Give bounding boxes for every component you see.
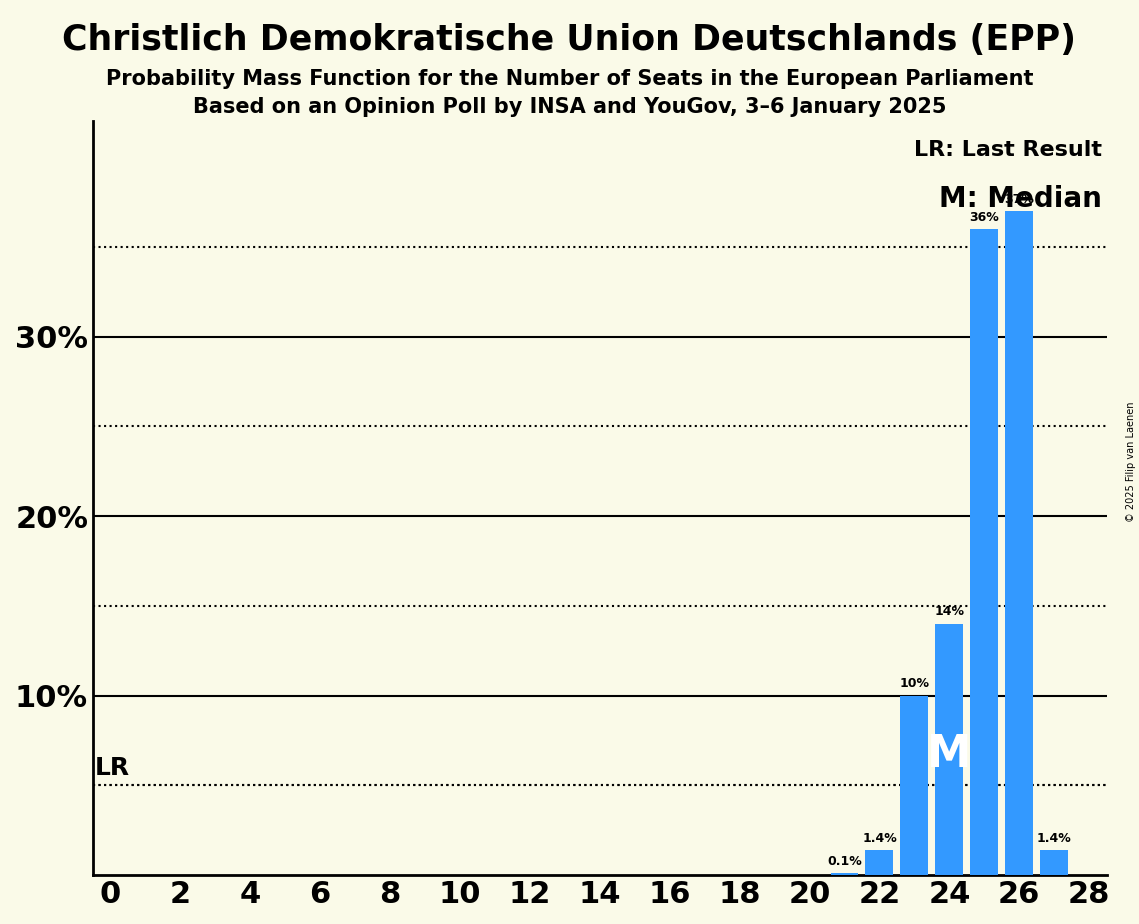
Bar	[970, 229, 998, 875]
Text: M: M	[927, 733, 972, 776]
Text: 10%: 10%	[900, 677, 929, 690]
Bar	[866, 850, 893, 875]
Bar	[1040, 850, 1068, 875]
Text: © 2025 Filip van Laenen: © 2025 Filip van Laenen	[1126, 402, 1136, 522]
Bar	[935, 624, 964, 875]
Bar	[901, 696, 928, 875]
Bar	[1006, 211, 1033, 875]
Text: 1.4%: 1.4%	[1036, 832, 1072, 845]
Bar	[830, 873, 859, 875]
Text: Based on an Opinion Poll by INSA and YouGov, 3–6 January 2025: Based on an Opinion Poll by INSA and You…	[192, 97, 947, 117]
Text: Christlich Demokratische Union Deutschlands (EPP): Christlich Demokratische Union Deutschla…	[63, 23, 1076, 57]
Text: LR: LR	[95, 756, 130, 780]
Text: 14%: 14%	[934, 605, 965, 618]
Text: 1.4%: 1.4%	[862, 832, 896, 845]
Text: 36%: 36%	[969, 211, 999, 224]
Text: 37%: 37%	[1005, 192, 1034, 206]
Text: Probability Mass Function for the Number of Seats in the European Parliament: Probability Mass Function for the Number…	[106, 69, 1033, 90]
Text: M: Median: M: Median	[939, 186, 1101, 213]
Text: LR: Last Result: LR: Last Result	[913, 140, 1101, 160]
Text: 0.1%: 0.1%	[827, 855, 862, 868]
